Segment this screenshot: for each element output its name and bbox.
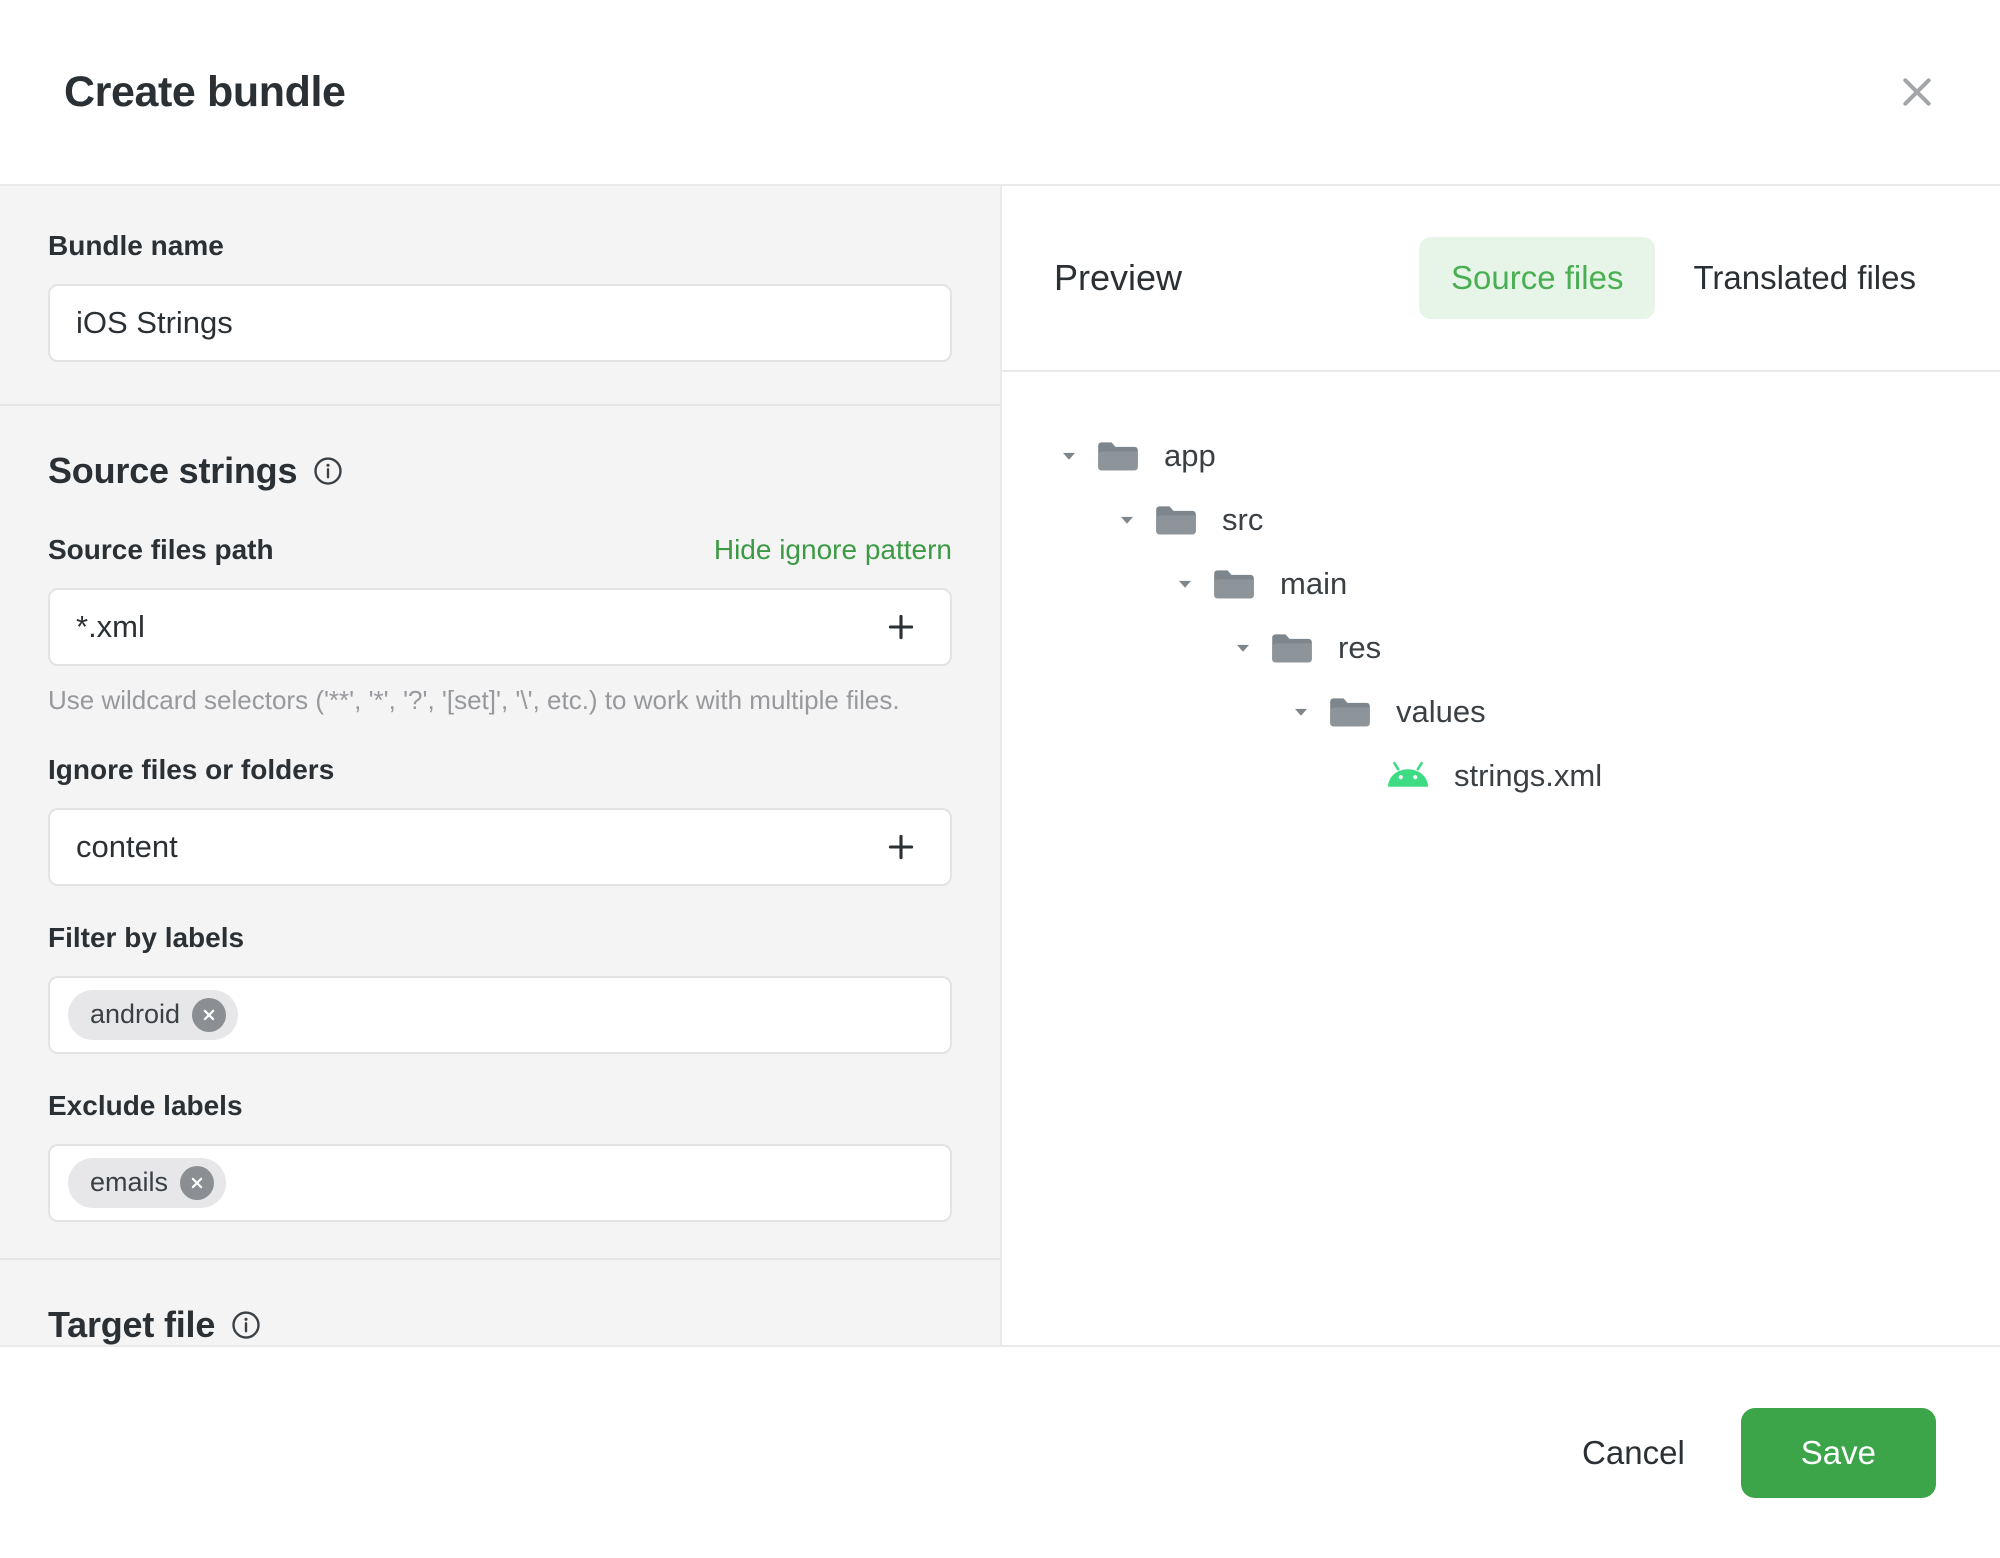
close-icon[interactable] bbox=[1882, 57, 1952, 127]
chevron-down-icon bbox=[1120, 516, 1134, 524]
hide-ignore-pattern-link[interactable]: Hide ignore pattern bbox=[713, 534, 952, 565]
info-glyph bbox=[314, 457, 342, 485]
source-files-path-value: *.xml bbox=[76, 609, 145, 644]
chevron-down-icon bbox=[1294, 708, 1308, 716]
page-title: Create bundle bbox=[64, 67, 346, 116]
android-icon bbox=[1380, 761, 1436, 791]
tree-node-res[interactable]: res bbox=[1002, 616, 2000, 680]
chevron-down-icon bbox=[1236, 644, 1250, 652]
info-icon[interactable] bbox=[313, 456, 343, 486]
exclude-labels-label: Exclude labels bbox=[48, 1089, 243, 1121]
source-files-path-row: Source files path Hide ignore pattern bbox=[48, 534, 952, 566]
target-file-title: Target file bbox=[48, 1303, 216, 1345]
chip-label-text: android bbox=[90, 999, 181, 1030]
tab-source-files[interactable]: Source files bbox=[1419, 237, 1656, 319]
filter-labels-label: Filter by labels bbox=[48, 921, 245, 953]
filter-labels-input[interactable]: android bbox=[48, 975, 952, 1054]
folder-glyph bbox=[1330, 698, 1370, 727]
preview-tab-group: Source files Translated files bbox=[1419, 237, 1948, 319]
wildcard-hint: Use wildcard selectors ('**', '*', '?', … bbox=[48, 685, 900, 715]
chip-close-glyph bbox=[203, 1009, 215, 1021]
folder-icon bbox=[1264, 630, 1320, 666]
source-files-path-input[interactable]: *.xml bbox=[48, 588, 952, 666]
chevron-down-icon[interactable] bbox=[1222, 637, 1264, 659]
source-strings-title: Source strings bbox=[48, 450, 298, 491]
folder-glyph bbox=[1214, 570, 1254, 599]
chevron-down-icon[interactable] bbox=[1280, 701, 1322, 723]
bundle-name-section: Bundle name iOS Strings bbox=[0, 186, 1000, 404]
plus-glyph bbox=[888, 834, 914, 859]
info-icon[interactable] bbox=[231, 1310, 261, 1340]
tree-node-values[interactable]: values bbox=[1002, 680, 2000, 744]
dialog-body: Bundle name iOS Strings Source strings bbox=[0, 186, 2000, 1347]
label-chip: android bbox=[68, 989, 239, 1040]
folder-glyph bbox=[1098, 442, 1138, 471]
close-glyph bbox=[1903, 78, 1931, 106]
folder-icon bbox=[1322, 694, 1378, 730]
source-strings-header: Source strings bbox=[48, 450, 952, 492]
plus-icon[interactable] bbox=[878, 604, 924, 650]
preview-label: Preview bbox=[1054, 257, 1183, 298]
chip-close-glyph bbox=[191, 1177, 203, 1189]
chip-label-text: emails bbox=[90, 1167, 169, 1198]
save-button[interactable]: Save bbox=[1740, 1407, 1936, 1498]
tree-node-main[interactable]: main bbox=[1002, 552, 2000, 616]
android-icon bbox=[1388, 761, 1428, 787]
target-file-section: Target file Format Add more bbox=[0, 1257, 1000, 1345]
remove-chip-icon[interactable] bbox=[180, 1165, 215, 1200]
tree-node-strings-xml[interactable]: strings.xml bbox=[1002, 744, 2000, 808]
preview-pane: Preview Source files Translated files ap… bbox=[1002, 186, 2000, 1345]
plus-icon[interactable] bbox=[878, 824, 924, 870]
target-file-header: Target file bbox=[48, 1304, 952, 1345]
exclude-labels-input[interactable]: emails bbox=[48, 1143, 952, 1222]
chevron-down-icon bbox=[1178, 580, 1192, 588]
plus-glyph bbox=[888, 614, 914, 640]
tree-node-app[interactable]: app bbox=[1002, 424, 2000, 488]
file-tree: app src main res values strings.xml bbox=[1002, 372, 2000, 1345]
source-files-path-label: Source files path bbox=[48, 534, 274, 565]
chevron-down-icon bbox=[1062, 452, 1076, 460]
tree-node-label: res bbox=[1338, 630, 1382, 665]
source-strings-section: Source strings Source files path Hide ig… bbox=[0, 404, 1000, 1258]
folder-icon bbox=[1090, 438, 1146, 474]
folder-icon bbox=[1206, 566, 1262, 602]
tree-node-src[interactable]: src bbox=[1002, 488, 2000, 552]
label-chip: emails bbox=[68, 1157, 227, 1208]
chevron-down-icon[interactable] bbox=[1106, 509, 1148, 531]
settings-pane: Bundle name iOS Strings Source strings bbox=[0, 186, 1002, 1345]
preview-tabs-bar: Preview Source files Translated files bbox=[1002, 186, 2000, 372]
tree-node-label: strings.xml bbox=[1454, 758, 1603, 793]
tree-node-label: app bbox=[1164, 438, 1216, 473]
tree-node-label: main bbox=[1280, 566, 1348, 601]
bundle-name-input[interactable]: iOS Strings bbox=[48, 284, 952, 362]
info-glyph bbox=[232, 1311, 260, 1339]
tree-node-label: src bbox=[1222, 502, 1264, 537]
ignore-files-label: Ignore files or folders bbox=[48, 753, 335, 785]
remove-chip-icon[interactable] bbox=[192, 997, 227, 1032]
tab-translated-files[interactable]: Translated files bbox=[1661, 237, 1948, 319]
bundle-name-value: iOS Strings bbox=[76, 305, 233, 340]
dialog-footer: Cancel Save bbox=[0, 1347, 2000, 1558]
chevron-down-icon[interactable] bbox=[1164, 573, 1206, 595]
ignore-files-value: content bbox=[76, 828, 178, 864]
folder-glyph bbox=[1156, 506, 1196, 535]
ignore-files-input[interactable]: content bbox=[48, 807, 952, 886]
cancel-button[interactable]: Cancel bbox=[1548, 1408, 1719, 1498]
folder-icon bbox=[1148, 502, 1204, 538]
folder-glyph bbox=[1272, 634, 1312, 663]
tree-node-label: values bbox=[1396, 694, 1486, 729]
bundle-name-label: Bundle name bbox=[48, 230, 224, 261]
chevron-down-icon[interactable] bbox=[1048, 445, 1090, 467]
dialog-header: Create bundle bbox=[0, 0, 2000, 186]
